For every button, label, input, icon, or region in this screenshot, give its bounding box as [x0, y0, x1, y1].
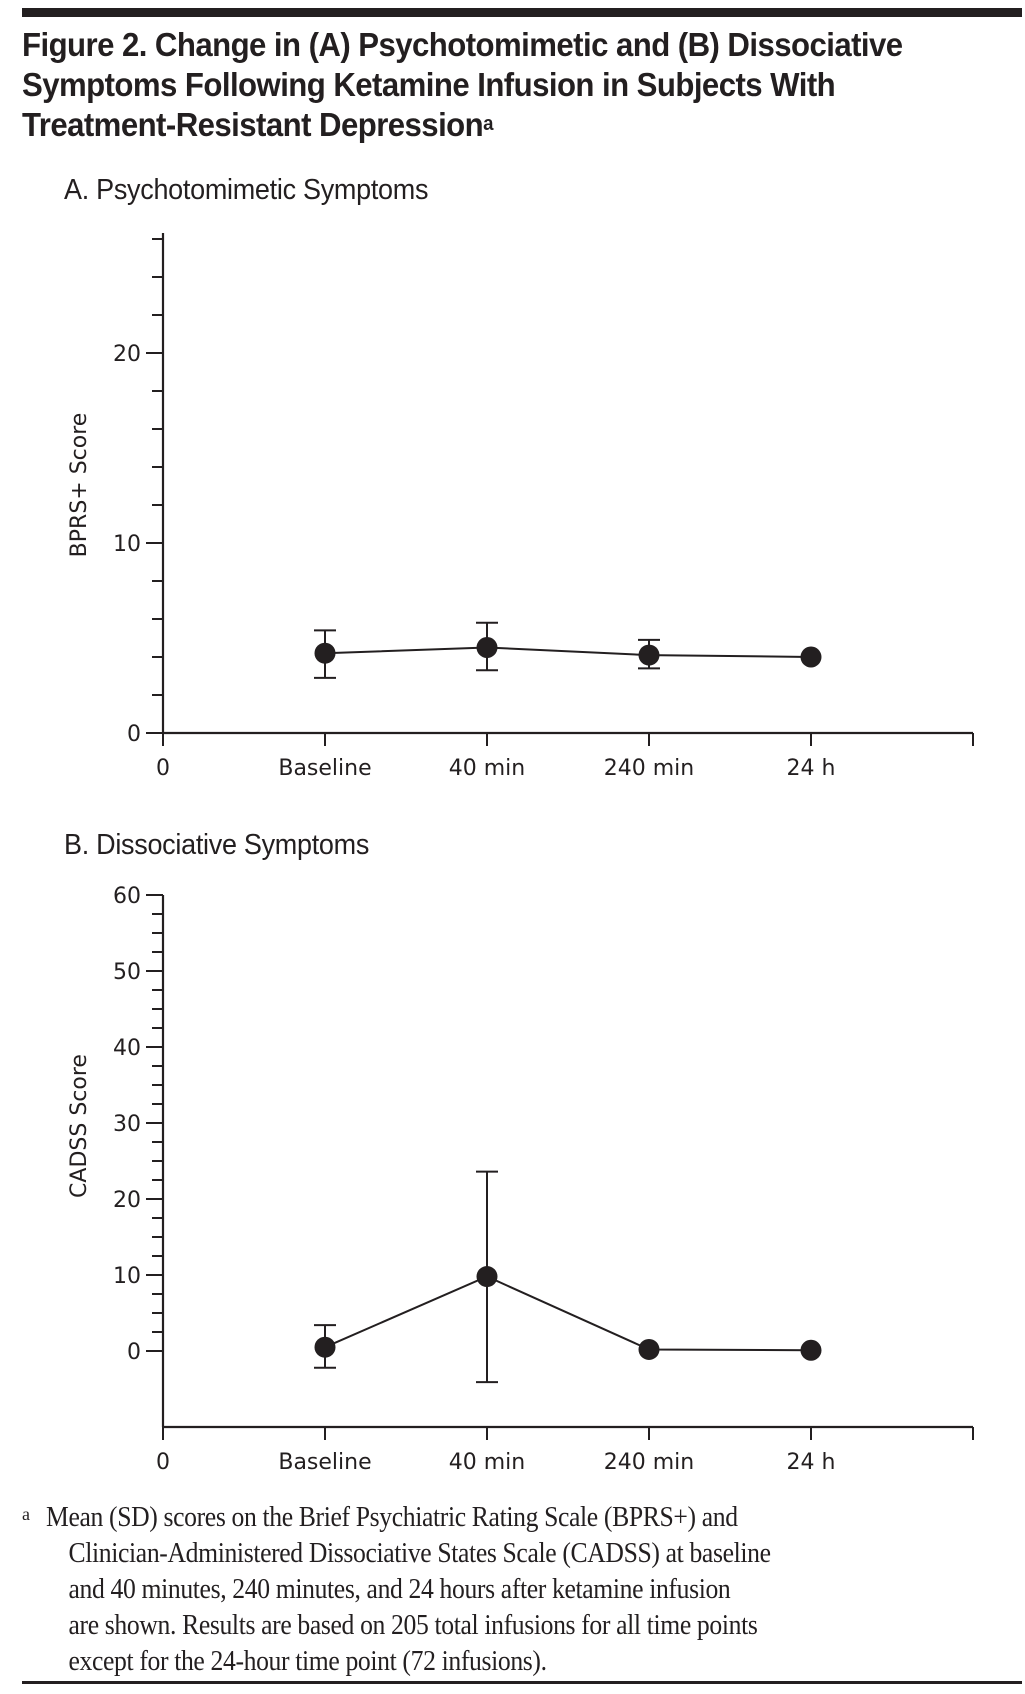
top-rule [22, 8, 1022, 17]
x-tick-label: 40 min [449, 756, 525, 781]
data-point [476, 637, 498, 658]
figure-title-line-2: Symptoms Following Ketamine Infusion in … [22, 67, 836, 104]
chart-a-psychotomimetic: 0 Baseline 40 min 240 min 24 h 0 10 20 BPRS+ Sco… [67, 233, 974, 781]
figure-title-line-3-text: Treatment-Resistant Depression [22, 107, 484, 144]
x-tick-label: Baseline [278, 756, 371, 781]
x-tick-label: 24 h [787, 756, 836, 781]
y-tick-label: 0 [127, 1340, 141, 1365]
footnote-marker: a [22, 1504, 30, 1524]
y-tick-label: 10 [113, 532, 141, 557]
y-tick-label: 10 [113, 1264, 141, 1289]
y-axis-title: BPRS+ Score [67, 413, 92, 558]
footnote-line: except for the 24-hour time point (72 in… [68, 1646, 548, 1677]
x-tick-label-origin: 0 [156, 1450, 170, 1475]
footnote-line: Mean (SD) scores on the Brief Psychiatri… [46, 1502, 738, 1533]
data-point [800, 1339, 822, 1361]
x-tick-label-origin: 0 [156, 756, 170, 781]
data-point [314, 642, 336, 664]
y-tick-label: 30 [113, 1112, 141, 1137]
data-point [314, 1336, 336, 1358]
y-tick-label: 20 [113, 1188, 141, 1213]
footnote-line: and 40 minutes, 240 minutes, and 24 hour… [68, 1574, 731, 1605]
chart-b-dissociative: 0 Baseline 40 min 240 min 24 h 0 10 20 30 40 50 60 C… [67, 884, 974, 1475]
y-tick-label: 0 [127, 722, 141, 747]
x-tick-label: 240 min [604, 1450, 694, 1475]
figure-title-line-3: Treatment-Resistant Depressiona [22, 106, 952, 146]
data-point [800, 646, 822, 668]
figure-title: Figure 2. Change in (A) Psychotomimetic … [22, 26, 952, 146]
footnote-text: Mean (SD) scores on the Brief Psychiatri… [22, 1500, 1012, 1680]
footnote-line: are shown. Results are based on 205 tota… [68, 1610, 758, 1641]
series-line [324, 1275, 812, 1352]
x-tick-label: 240 min [604, 756, 694, 781]
data-point [476, 1266, 498, 1288]
footnote-line: Clinician-Administered Dissociative Stat… [68, 1538, 771, 1569]
title-footnote-marker: a [483, 113, 493, 135]
x-tick-label: 40 min [449, 1450, 525, 1475]
y-tick-label: 60 [113, 884, 141, 909]
y-axis-title: CADSS Score [67, 1054, 92, 1198]
panel-a-title: A. Psychotomimetic Symptoms [64, 174, 429, 206]
y-tick-label: 50 [113, 960, 141, 985]
y-tick-label: 20 [113, 342, 141, 367]
footnote: a Mean (SD) scores on the Brief Psychiat… [22, 1500, 1012, 1680]
data-point [638, 644, 660, 666]
figure-title-line-1: Figure 2. Change in (A) Psychotomimetic … [22, 27, 903, 64]
x-tick-label: 24 h [787, 1450, 836, 1475]
x-tick-label: Baseline [278, 1450, 371, 1475]
bottom-rule [22, 1681, 1022, 1684]
panel-b-title: B. Dissociative Symptoms [64, 829, 370, 861]
series-line [324, 646, 812, 658]
data-point [638, 1338, 660, 1360]
y-tick-label: 40 [113, 1036, 141, 1061]
